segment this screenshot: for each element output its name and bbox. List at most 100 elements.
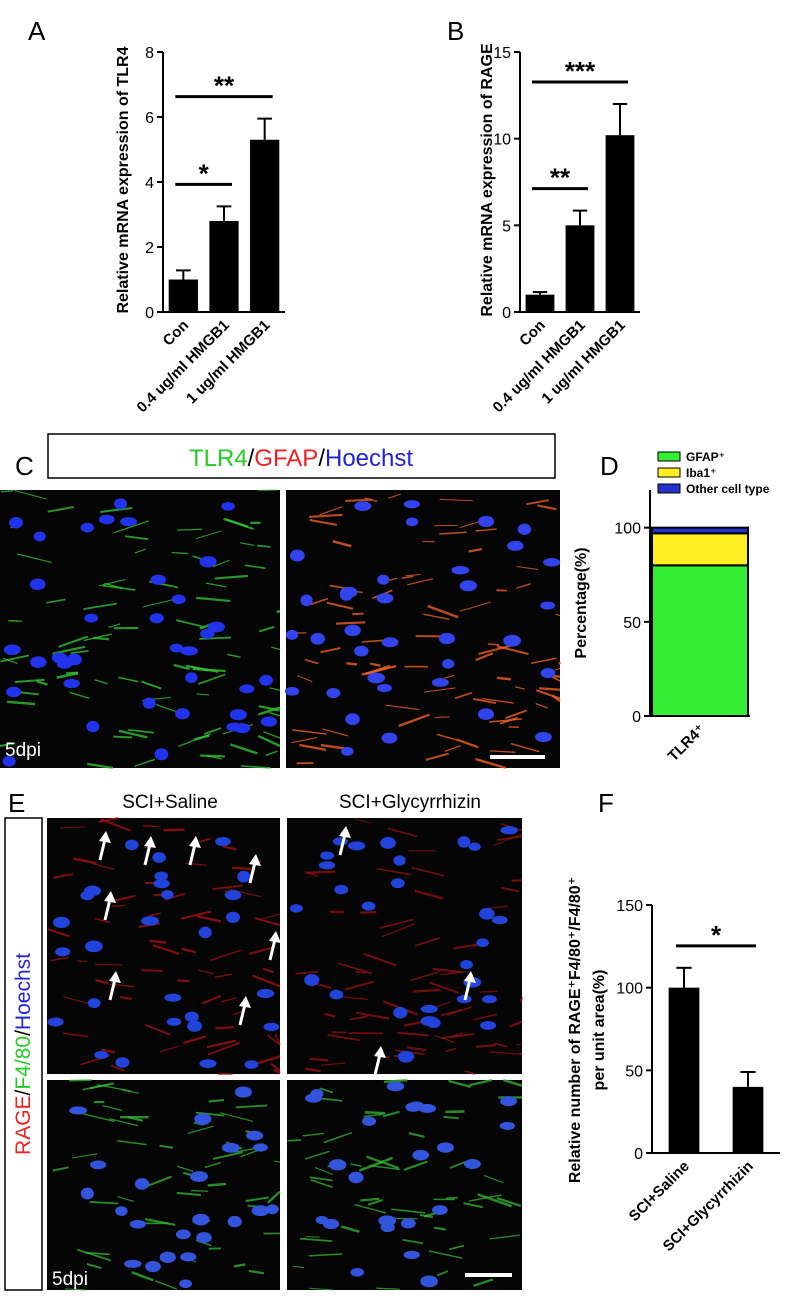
nucleus bbox=[149, 613, 164, 624]
fiber bbox=[306, 1235, 320, 1238]
fiber bbox=[355, 970, 367, 974]
nucleus bbox=[381, 732, 398, 744]
panel-letter: F bbox=[598, 788, 614, 818]
fiber bbox=[120, 996, 132, 1001]
nucleus bbox=[142, 697, 156, 709]
legend-swatch bbox=[657, 483, 681, 494]
fiber bbox=[414, 937, 440, 947]
fiber bbox=[177, 1165, 194, 1172]
fiber bbox=[463, 1202, 483, 1209]
nucleus bbox=[33, 531, 46, 542]
fiber bbox=[369, 662, 381, 667]
nucleus bbox=[221, 1142, 240, 1153]
fiber bbox=[299, 1237, 333, 1242]
fiber bbox=[102, 584, 136, 591]
fiber bbox=[82, 1083, 111, 1091]
fiber bbox=[335, 621, 366, 625]
nucleus bbox=[376, 593, 394, 604]
nucleus bbox=[260, 716, 277, 727]
fiber bbox=[383, 1078, 408, 1084]
fiber bbox=[358, 1156, 393, 1172]
fiber bbox=[397, 1031, 429, 1037]
nucleus bbox=[393, 1006, 408, 1019]
fiber bbox=[551, 694, 561, 703]
fiber bbox=[356, 1011, 390, 1020]
legend-label: Other cell type bbox=[686, 482, 770, 496]
nucleus bbox=[367, 672, 386, 684]
fiber bbox=[385, 704, 420, 711]
fiber bbox=[2, 657, 18, 665]
fiber bbox=[439, 498, 473, 502]
y-axis-label: Relative mRNA expression of RAGE bbox=[479, 43, 496, 317]
nucleus bbox=[517, 523, 532, 535]
nucleus bbox=[215, 836, 231, 847]
fiber bbox=[500, 886, 519, 893]
fiber bbox=[118, 676, 139, 683]
nucleus bbox=[377, 574, 390, 585]
fiber bbox=[537, 504, 557, 511]
fiber bbox=[204, 1161, 222, 1169]
nucleus bbox=[180, 1252, 197, 1262]
fiber bbox=[401, 575, 414, 579]
fiber bbox=[478, 644, 511, 656]
bar bbox=[209, 221, 239, 312]
fiber bbox=[327, 1034, 361, 1042]
fiber bbox=[108, 623, 121, 628]
title-part: GFAP bbox=[254, 445, 318, 472]
nucleus bbox=[332, 837, 348, 846]
fiber bbox=[70, 650, 89, 654]
fiber bbox=[141, 680, 162, 690]
nucleus bbox=[80, 1187, 94, 1200]
fiber bbox=[469, 1078, 493, 1087]
nucleus bbox=[381, 637, 399, 648]
fiber bbox=[269, 687, 281, 691]
nucleus bbox=[500, 1096, 517, 1107]
fiber bbox=[47, 928, 70, 938]
nucleus bbox=[145, 1260, 161, 1273]
micrograph bbox=[286, 490, 560, 768]
nucleus bbox=[90, 1160, 107, 1170]
fiber bbox=[483, 1174, 504, 1184]
side-box bbox=[4, 817, 43, 1291]
fiber bbox=[429, 981, 459, 994]
fiber bbox=[95, 963, 123, 966]
nucleus bbox=[393, 855, 406, 866]
y-axis-label: per unit area(%) bbox=[591, 970, 608, 1091]
fiber bbox=[271, 646, 281, 651]
fiber bbox=[473, 698, 497, 705]
fiber bbox=[214, 574, 248, 580]
significance: ** bbox=[214, 71, 235, 101]
nucleus bbox=[159, 1251, 176, 1263]
fiber bbox=[332, 540, 352, 548]
fiber bbox=[538, 687, 561, 691]
nucleus bbox=[420, 1016, 439, 1027]
nucleus bbox=[256, 988, 275, 999]
nucleus bbox=[190, 1171, 208, 1182]
fiber bbox=[95, 978, 109, 985]
nucleus bbox=[500, 826, 518, 835]
y-tick-label: 15 bbox=[493, 45, 511, 62]
title-part: / bbox=[12, 1030, 35, 1036]
fiber bbox=[141, 969, 163, 972]
nucleus bbox=[322, 1218, 340, 1230]
fiber bbox=[432, 967, 462, 974]
fiber bbox=[376, 868, 412, 876]
fiber bbox=[309, 513, 343, 518]
nucleus bbox=[69, 1106, 87, 1115]
nucleus bbox=[432, 1205, 448, 1215]
nucleus bbox=[141, 916, 159, 926]
nucleus bbox=[30, 656, 47, 669]
legend-label: Iba1⁺ bbox=[686, 466, 716, 480]
fiber bbox=[8, 619, 22, 622]
fiber bbox=[321, 1062, 346, 1066]
fiber bbox=[58, 635, 89, 648]
nucleus bbox=[200, 628, 215, 639]
nucleus bbox=[63, 678, 80, 689]
title-part: RAGE bbox=[12, 1095, 35, 1155]
title-part: Hoechst bbox=[12, 953, 35, 1030]
fiber bbox=[459, 601, 492, 612]
nucleus bbox=[84, 940, 103, 953]
nucleus bbox=[477, 708, 495, 720]
panel-letter: E bbox=[8, 788, 25, 818]
nucleus bbox=[289, 904, 303, 913]
